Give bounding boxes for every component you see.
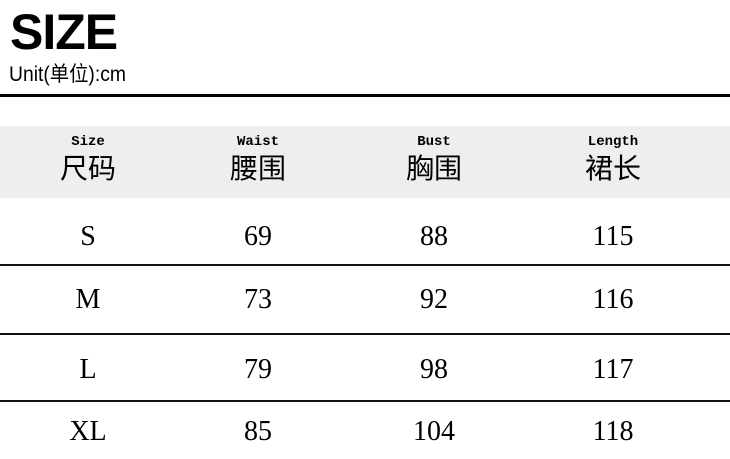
table-cell: 117	[592, 354, 634, 385]
table-cell: 116	[592, 284, 634, 315]
table-cell: S	[80, 221, 96, 252]
row-divider	[0, 400, 730, 402]
table-cell: 69	[244, 221, 272, 252]
header-en-0: Size	[71, 134, 105, 150]
table-header	[0, 126, 730, 198]
table-cell: L	[79, 354, 97, 385]
row-divider	[0, 264, 730, 266]
header-en-1: Waist	[236, 134, 280, 150]
header-cn-0: 尺码	[59, 152, 117, 185]
divider	[0, 94, 730, 97]
table-cell: 79	[244, 354, 272, 385]
table-cell: 115	[592, 221, 634, 252]
table-cell: 85	[244, 416, 272, 447]
row-divider	[0, 333, 730, 335]
unit-label: Unit(单位):cm	[9, 63, 126, 86]
header-en-2: Bust	[417, 134, 451, 150]
header-cn-3: 裙长	[584, 152, 642, 185]
header-cn-1: 腰围	[229, 152, 287, 185]
table-cell: 73	[244, 284, 272, 315]
table-cell: 118	[592, 416, 634, 447]
table-cell: 88	[420, 221, 448, 252]
table-cell: XL	[69, 416, 107, 447]
page-title: SIZE	[10, 4, 118, 60]
table-cell: 92	[420, 284, 448, 315]
header-cn-2: 胸围	[405, 152, 463, 185]
table-cell: 98	[420, 354, 448, 385]
table-cell: M	[75, 284, 101, 315]
table-cell: 104	[413, 416, 455, 447]
header-en-3: Length	[587, 134, 639, 150]
